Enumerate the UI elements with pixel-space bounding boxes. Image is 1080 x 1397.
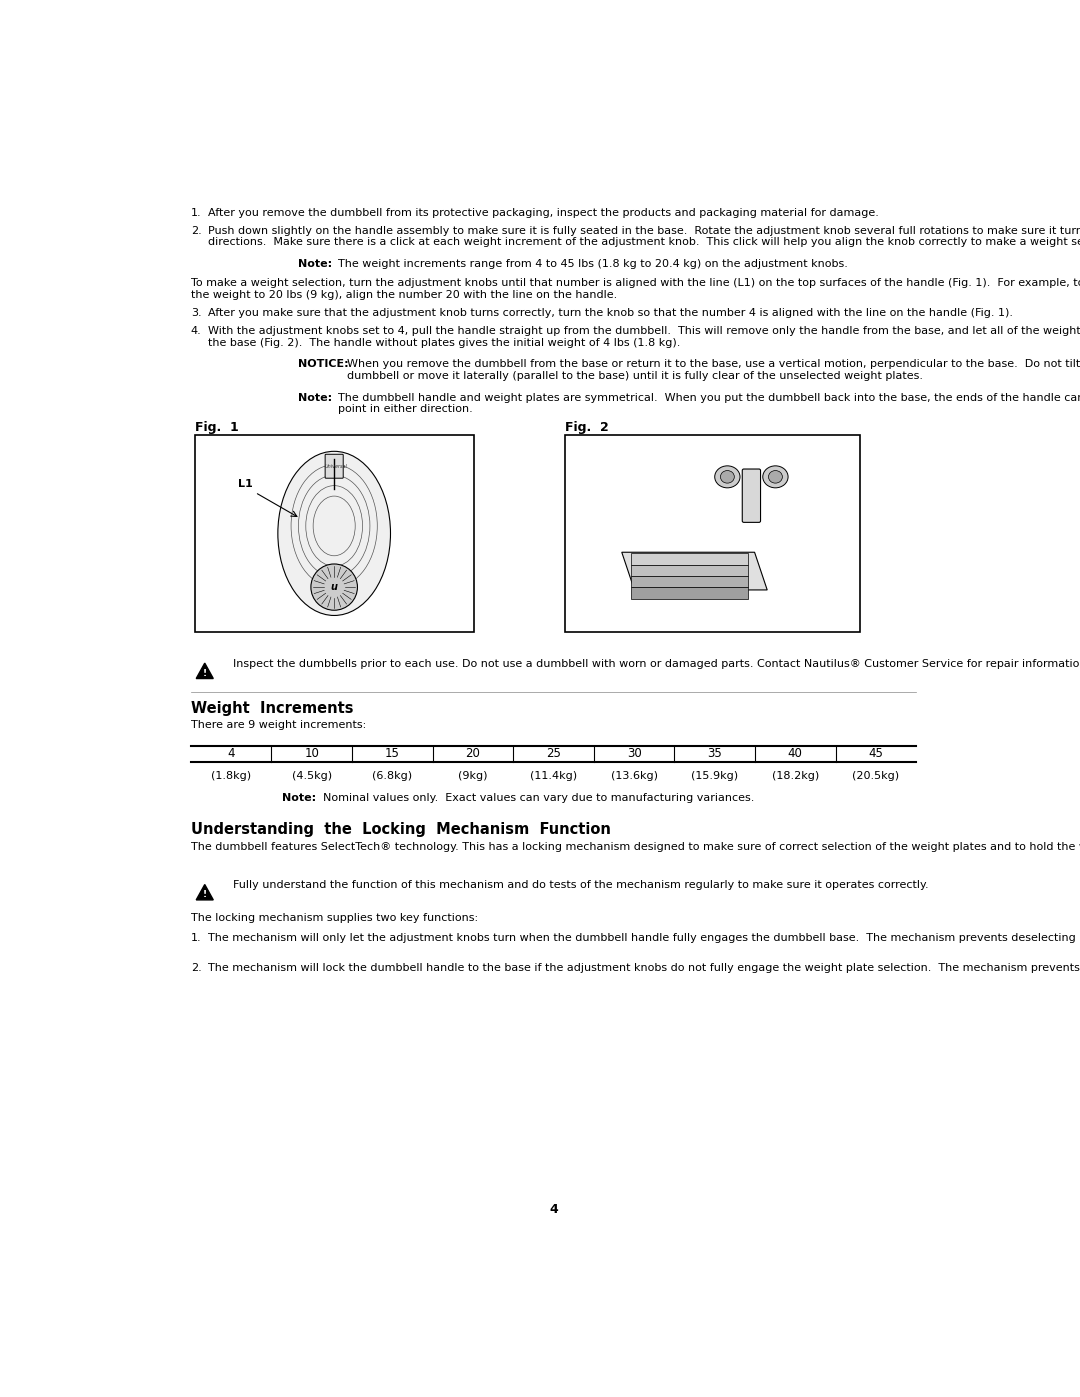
Bar (194, 436, 474, 631)
FancyBboxPatch shape (325, 454, 343, 478)
Text: (1.8kg): (1.8kg) (211, 771, 252, 781)
Text: Fully understand the function of this mechanism and do tests of the mechanism re: Fully understand the function of this me… (233, 880, 929, 890)
Text: Nominal values only.  Exact values can vary due to manufacturing variances.: Nominal values only. Exact values can va… (323, 793, 754, 803)
Ellipse shape (762, 465, 788, 488)
Text: (6.8kg): (6.8kg) (373, 771, 413, 781)
Text: (4.5kg): (4.5kg) (292, 771, 332, 781)
Text: 3.: 3. (191, 309, 202, 319)
Text: 10: 10 (305, 747, 319, 760)
Ellipse shape (769, 471, 782, 483)
Text: 25: 25 (546, 747, 561, 760)
Text: 4: 4 (549, 1203, 558, 1217)
Text: (13.6kg): (13.6kg) (610, 771, 658, 781)
Text: After you make sure that the adjustment knob turns correctly, turn the knob so t: After you make sure that the adjustment … (207, 309, 1013, 319)
Text: Fig.  2: Fig. 2 (565, 422, 609, 434)
Text: Note:: Note: (282, 793, 316, 803)
Text: Universal: Universal (325, 464, 348, 469)
Polygon shape (197, 884, 213, 900)
Polygon shape (622, 552, 767, 590)
Bar (565, 436, 860, 631)
Text: 35: 35 (707, 747, 723, 760)
Text: Inspect the dumbbells prior to each use. Do not use a dumbbell with worn or dama: Inspect the dumbbells prior to each use.… (233, 658, 1080, 669)
Text: 1.: 1. (191, 933, 202, 943)
Text: 1.: 1. (191, 208, 202, 218)
Polygon shape (197, 664, 213, 679)
Text: With the adjustment knobs set to 4, pull the handle straight up from the dumbbel: With the adjustment knobs set to 4, pull… (207, 327, 1080, 348)
Ellipse shape (720, 471, 734, 483)
Text: 20: 20 (465, 747, 481, 760)
Text: NOTICE:: NOTICE: (298, 359, 349, 369)
Text: 2.: 2. (191, 226, 202, 236)
Text: The dumbbell handle and weight plates are symmetrical.  When you put the dumbbel: The dumbbell handle and weight plates ar… (338, 393, 1080, 414)
Text: The mechanism will only let the adjustment knobs turn when the dumbbell handle f: The mechanism will only let the adjustme… (207, 933, 1080, 943)
Text: 15: 15 (384, 747, 400, 760)
Text: (20.5kg): (20.5kg) (852, 771, 900, 781)
Text: The locking mechanism supplies two key functions:: The locking mechanism supplies two key f… (191, 914, 478, 923)
Bar (631, 576, 748, 587)
Text: (9kg): (9kg) (458, 771, 488, 781)
Bar (631, 587, 748, 599)
Text: 45: 45 (868, 747, 883, 760)
Text: The dumbbell features SelectTech® technology. This has a locking mechanism desig: The dumbbell features SelectTech® techno… (191, 842, 1080, 852)
Text: !: ! (203, 669, 206, 678)
Text: 30: 30 (626, 747, 642, 760)
Ellipse shape (715, 465, 740, 488)
Text: The mechanism will lock the dumbbell handle to the base if the adjustment knobs : The mechanism will lock the dumbbell han… (207, 963, 1080, 974)
Text: There are 9 weight increments:: There are 9 weight increments: (191, 719, 366, 729)
Text: The weight increments range from 4 to 45 lbs (1.8 kg to 20.4 kg) on the adjustme: The weight increments range from 4 to 45… (338, 258, 848, 268)
Text: u: u (330, 583, 338, 592)
Text: Fig.  1: Fig. 1 (194, 422, 239, 434)
Text: 2.: 2. (191, 963, 202, 974)
Text: Push down slightly on the handle assembly to make sure it is fully seated in the: Push down slightly on the handle assembl… (207, 226, 1080, 247)
Bar (631, 553, 748, 564)
Text: 4.: 4. (191, 327, 202, 337)
Text: Weight  Increments: Weight Increments (191, 701, 353, 717)
Ellipse shape (311, 564, 357, 610)
Text: (15.9kg): (15.9kg) (691, 771, 739, 781)
Text: 4: 4 (228, 747, 234, 760)
Text: Understanding  the  Locking  Mechanism  Function: Understanding the Locking Mechanism Func… (191, 823, 610, 837)
Ellipse shape (278, 451, 391, 616)
Text: (18.2kg): (18.2kg) (772, 771, 819, 781)
Text: (11.4kg): (11.4kg) (530, 771, 577, 781)
Text: To make a weight selection, turn the adjustment knobs until that number is align: To make a weight selection, turn the adj… (191, 278, 1080, 300)
Text: Note:: Note: (298, 258, 332, 268)
Text: L1: L1 (238, 479, 253, 489)
Text: 40: 40 (788, 747, 802, 760)
Text: After you remove the dumbbell from its protective packaging, inspect the product: After you remove the dumbbell from its p… (207, 208, 879, 218)
Text: Note:: Note: (298, 393, 332, 402)
FancyBboxPatch shape (742, 469, 760, 522)
Text: !: ! (203, 890, 206, 900)
Text: When you remove the dumbbell from the base or return it to the base, use a verti: When you remove the dumbbell from the ba… (347, 359, 1080, 381)
Bar (631, 564, 748, 576)
